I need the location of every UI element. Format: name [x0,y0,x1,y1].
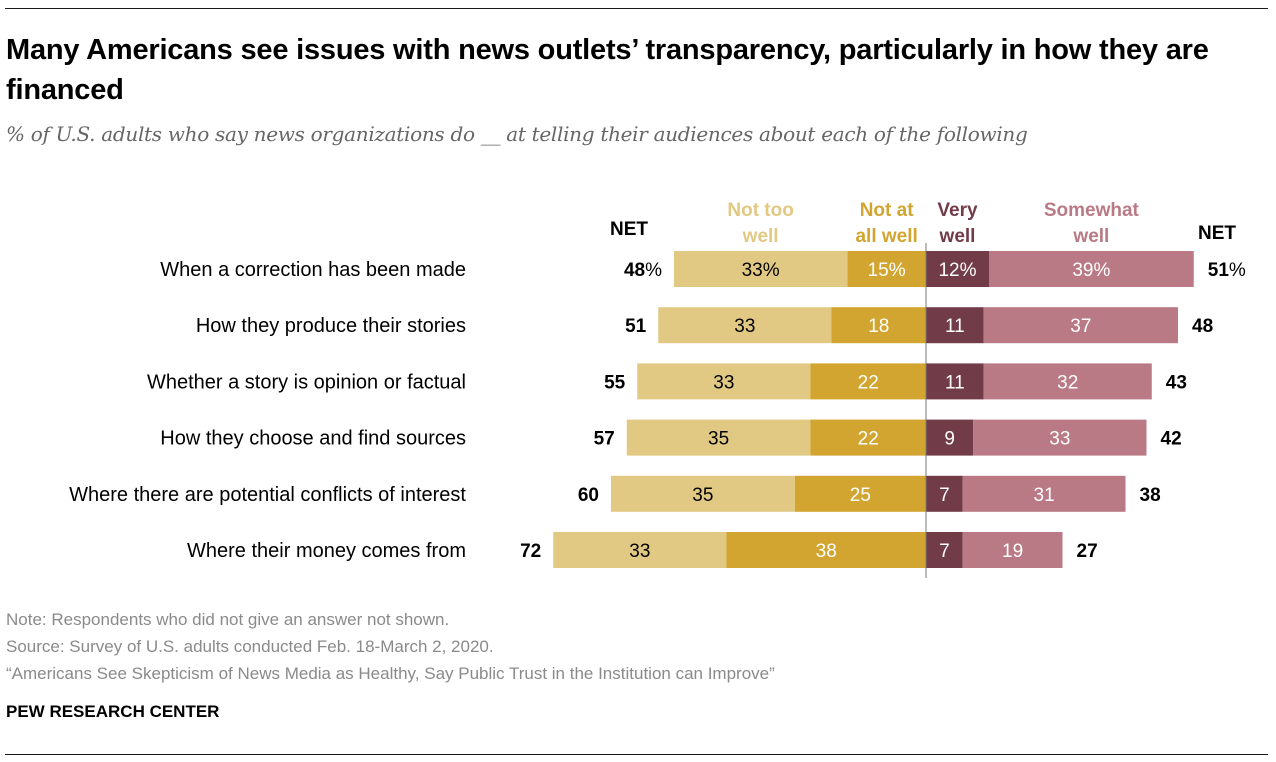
net-header-right: NET [1198,223,1236,244]
row-label: When a correction has been made [160,259,466,281]
bar-segment-not-at-all-well [831,307,926,344]
bar-segment-somewhat-well [989,251,1194,287]
segment-label-not-at-all-well: 18 [868,316,889,337]
bar-segment-not-too-well [611,475,795,512]
report-title-text: “Americans See Skepticism of News Media … [6,664,775,683]
chart-row: How they produce their stories 18 33 51 11 37… [196,307,1213,344]
chart-row: Where there are potential conflicts of i… [69,475,1161,512]
net-negative-value: 48% [624,260,662,281]
segment-label-very-well: 12% [938,260,976,281]
row-label: How they produce their stories [196,315,466,337]
net-negative-value: 55 [604,372,626,393]
row-label: Where there are potential conflicts of i… [69,484,466,506]
segment-label-somewhat-well: 37 [1070,316,1091,337]
bar-segment-not-at-all-well [847,251,926,287]
net-negative-value: 57 [594,429,615,450]
bar-segment-somewhat-well [983,307,1178,344]
bar-segment-not-too-well [553,532,727,568]
source-text: Source: Survey of U.S. adults conducted … [6,637,494,656]
chart-subtitle: % of U.S. adults who say news organizati… [6,122,1028,146]
segment-label-somewhat-well: 33 [1049,429,1070,450]
segment-label-not-too-well: 33 [734,316,755,337]
note-text: Note: Respondents who did not give an an… [6,610,450,629]
chart-row: Where their money comes from 38 33 72 7 19 27 [187,532,1098,568]
legend-header-very-well: Very well [937,200,978,247]
bar-segment-not-at-all-well [726,532,926,568]
chart-row: How they choose and find sources 22 35 57 9 3… [160,419,1182,456]
bar-segment-very-well [926,307,984,344]
segment-label-not-too-well: 33% [742,260,780,281]
row-label: Where their money comes from [187,540,466,562]
segment-label-not-at-all-well: 22 [858,429,879,450]
net-positive-value: 27 [1077,541,1098,562]
legend-header-not-at-all-well: Not at all well [855,200,917,247]
segment-label-not-at-all-well: 22 [858,372,879,393]
row-label: How they choose and find sources [160,428,466,450]
segment-label-not-too-well: 33 [713,372,734,393]
pew-research-center-logo-text: PEW RESEARCH CENTER [6,702,220,721]
bar-segment-very-well [926,419,974,456]
segment-label-not-at-all-well: 15% [868,260,906,281]
bar-segment-very-well [926,363,984,400]
net-positive-value: 51% [1208,260,1246,281]
segment-label-not-too-well: 35 [692,485,713,506]
segment-label-not-too-well: 35 [708,429,729,450]
chart-row: When a correction has been made 15% 33% 48%… [160,251,1246,287]
bar-segment-not-at-all-well [794,475,926,512]
bar-segment-somewhat-well [983,363,1152,400]
net-negative-value: 72 [520,541,541,562]
row-label: Whether a story is opinion or factual [147,371,466,393]
bar-segment-very-well [926,251,989,287]
legend-header-somewhat-well: Somewhat well [1044,200,1140,247]
column-headers: Not too well Not at all well Very well Somewha… [610,200,1236,247]
bar-segment-very-well [926,532,963,568]
segment-label-very-well: 9 [944,429,955,450]
bar-segment-very-well [926,475,963,512]
legend-header-not-too-well: Not too well [727,200,793,247]
bottom-rule [5,754,1268,755]
bar-segment-not-too-well [658,307,832,344]
segment-label-not-at-all-well: 25 [850,485,871,506]
net-positive-value: 42 [1161,429,1182,450]
segment-label-somewhat-well: 19 [1002,541,1023,562]
segment-label-very-well: 7 [939,485,950,506]
segment-label-somewhat-well: 39% [1072,260,1110,281]
segment-label-somewhat-well: 31 [1034,485,1055,506]
chart-title: Many Americans see issues with news outl… [6,34,1209,106]
bar-segment-not-at-all-well [810,419,926,456]
segment-label-somewhat-well: 32 [1057,372,1078,393]
net-positive-value: 38 [1140,485,1161,506]
net-positive-value: 43 [1166,372,1187,393]
net-negative-value: 51 [625,316,647,337]
segment-label-very-well: 7 [939,541,950,562]
chart-row: Whether a story is opinion or factual 22 3… [147,363,1187,400]
segment-label-not-at-all-well: 38 [816,541,837,562]
segment-label-very-well: 11 [945,372,965,393]
segment-label-not-too-well: 33 [629,541,650,562]
bar-segment-not-at-all-well [810,363,926,400]
segment-label-very-well: 11 [945,316,965,337]
bar-segment-somewhat-well [962,475,1126,512]
top-rule [5,8,1268,9]
chart-rows: When a correction has been made 15% 33% 48%… [69,251,1246,568]
bar-segment-somewhat-well [962,532,1063,568]
bar-segment-somewhat-well [973,419,1147,456]
net-positive-value: 48 [1192,316,1213,337]
net-header-left: NET [610,219,648,240]
bar-segment-not-too-well [674,251,848,287]
bar-segment-not-too-well [626,419,811,456]
net-negative-value: 60 [578,485,599,506]
bar-segment-not-too-well [637,363,811,400]
